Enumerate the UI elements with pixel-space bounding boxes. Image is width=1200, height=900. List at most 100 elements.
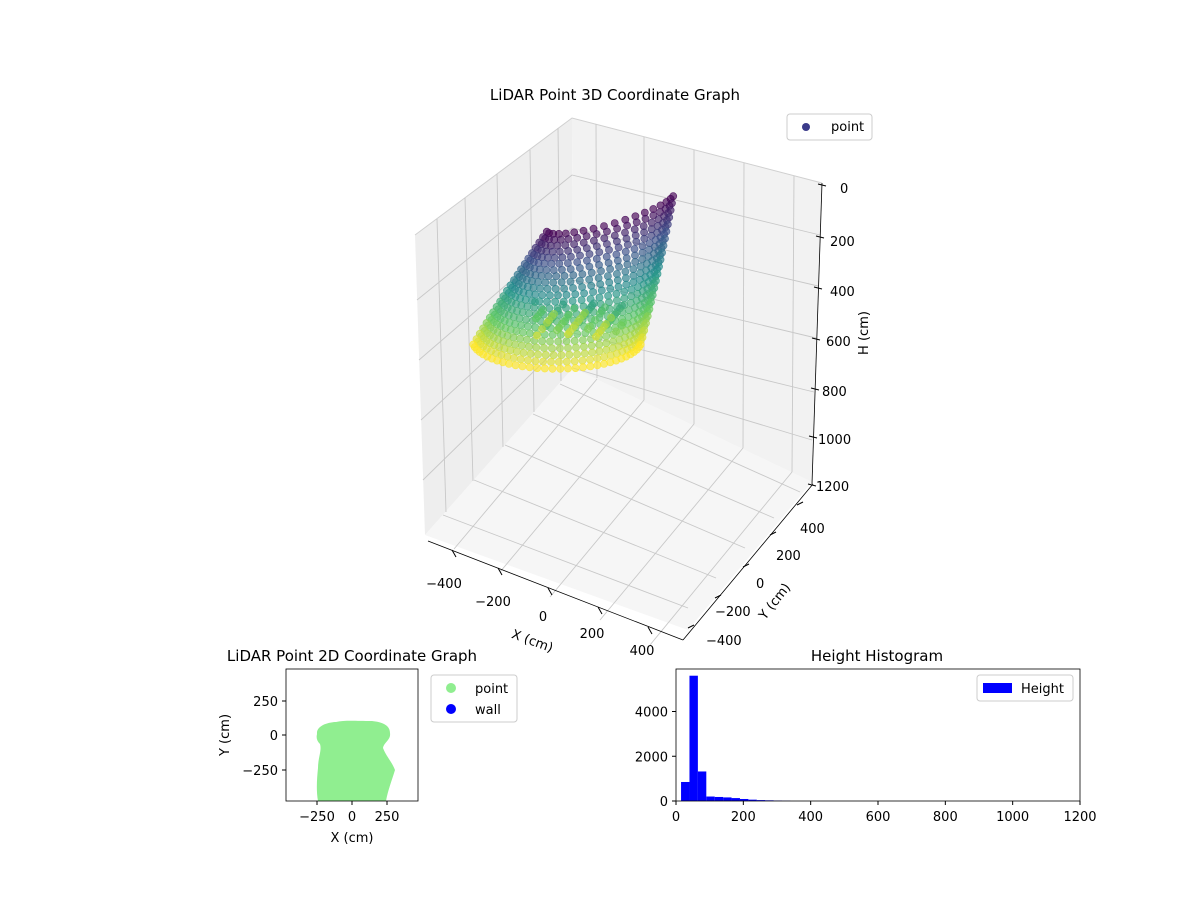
point-3d	[506, 281, 515, 290]
point-3d	[600, 353, 609, 361]
z-tick-label: 600	[826, 335, 851, 350]
point-3d	[593, 361, 602, 370]
point-3d	[584, 324, 592, 333]
y-tick-label: 0	[660, 795, 668, 810]
point-3d	[620, 287, 629, 296]
histogram-bar	[756, 800, 766, 801]
point-3d	[631, 251, 639, 260]
z-tick-label: 1200	[816, 480, 849, 495]
point-3d	[549, 351, 558, 359]
y-tick-label: 0	[756, 577, 764, 592]
histogram-ticks: 0 200 400 600 800 1000 1200 0 2000 4000	[635, 706, 1097, 825]
point-3d	[605, 245, 613, 254]
point-blob	[316, 720, 395, 801]
ticks-2d: −250 0 250 250 0 −250	[242, 695, 399, 825]
point-3d	[562, 357, 571, 366]
point-3d	[526, 349, 535, 358]
point-3d	[554, 337, 563, 346]
x-tick-label: 0	[348, 810, 356, 825]
point-3d	[612, 327, 620, 336]
x-tick-label: 200	[731, 810, 756, 825]
point-3d	[524, 356, 532, 365]
point-3d	[532, 314, 540, 323]
point-3d	[516, 355, 525, 364]
point-3d	[548, 344, 556, 353]
point-3d	[517, 341, 526, 350]
point-3d	[525, 342, 533, 351]
point-3d	[595, 347, 604, 356]
point-3d	[622, 280, 631, 289]
point-3d	[592, 230, 601, 238]
point-3d	[570, 304, 578, 313]
y-axis-label-2d: Y (cm)	[218, 714, 233, 757]
x-tick-label: 0	[672, 810, 680, 825]
x-tick-label: 0	[539, 610, 547, 625]
point-3d	[613, 224, 621, 233]
point-3d	[547, 357, 555, 366]
point-3d	[606, 284, 615, 293]
point-3d	[649, 211, 658, 220]
point-3d	[620, 294, 629, 303]
point-3d	[602, 332, 611, 341]
point-3d	[595, 293, 604, 302]
point-3d	[629, 278, 638, 287]
point-3d	[543, 297, 551, 306]
point-3d	[587, 341, 596, 350]
histogram-bar	[697, 771, 707, 801]
chart-3d-title: LiDAR Point 3D Coordinate Graph	[490, 86, 740, 104]
point-3d	[595, 340, 604, 349]
point-3d	[629, 265, 638, 273]
chart-histogram: Height Histogram 0 200 400 600 800 1000 1200 0 2…	[635, 647, 1097, 825]
point-3d	[546, 291, 554, 300]
point-3d	[570, 357, 579, 366]
chart-3d: LiDAR Point 3D Coordinate Graph	[414, 86, 873, 659]
point-3d	[569, 271, 578, 279]
point-3d	[631, 257, 640, 266]
point-3d	[606, 265, 614, 273]
x-ticks-3d: −400 −200 0 200 400	[426, 549, 655, 659]
point-3d	[604, 272, 612, 280]
point-3d	[541, 350, 550, 359]
point-3d	[520, 260, 529, 268]
legend-3d-frame	[786, 113, 873, 141]
point-3d	[531, 323, 540, 332]
point-3d	[560, 271, 569, 280]
y-tick-label: 2000	[635, 750, 668, 765]
point-3d	[586, 355, 594, 364]
point-3d	[556, 344, 564, 353]
point-3d	[555, 357, 563, 366]
point-3d	[614, 243, 623, 252]
point-3d	[573, 329, 582, 338]
legend-hist: Height	[976, 674, 1074, 702]
point-3d	[573, 350, 581, 359]
legend-label-point: point	[475, 682, 508, 697]
legend-marker-point	[802, 123, 810, 131]
point-3d	[605, 278, 614, 287]
point-3d	[571, 364, 580, 372]
point-3d	[613, 303, 622, 311]
point-3d	[586, 362, 595, 371]
point-3d	[524, 254, 533, 263]
point-3d	[597, 286, 606, 295]
histogram-bars	[681, 675, 791, 801]
chart-2d-title: LiDAR Point 2D Coordinate Graph	[227, 647, 477, 665]
pane-floor	[425, 368, 812, 630]
point-3d	[540, 364, 549, 373]
point-3d	[580, 289, 588, 298]
point-3d	[576, 251, 584, 260]
point-3d	[509, 354, 518, 362]
point-3d	[564, 344, 572, 352]
point-3d	[632, 237, 641, 246]
point-3d	[615, 262, 623, 271]
point-3d	[620, 301, 629, 309]
point-3d	[538, 337, 546, 346]
x-tick-label: 200	[580, 627, 605, 642]
pane-back	[572, 118, 822, 482]
point-3d	[613, 296, 621, 305]
point-3d	[536, 284, 545, 293]
point-3d	[577, 296, 586, 304]
histogram-bar	[731, 798, 740, 801]
legend-label-wall: wall	[475, 703, 501, 718]
x-tick-label: 400	[630, 644, 655, 659]
